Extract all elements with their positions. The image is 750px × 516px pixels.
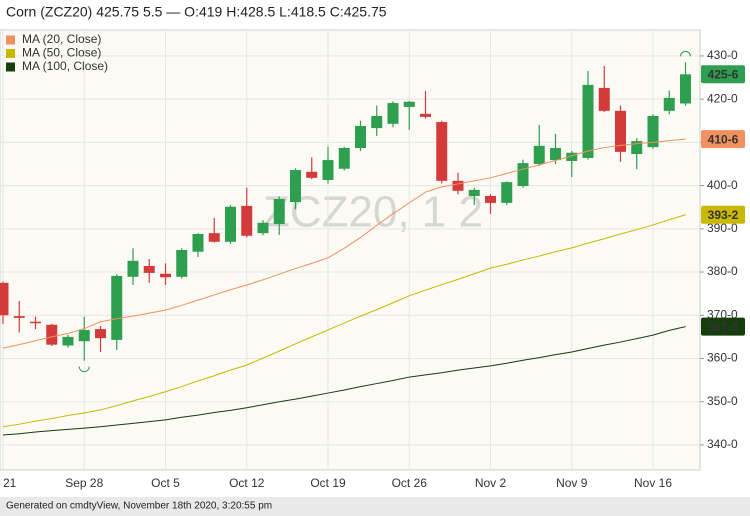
x-tick-label: Oct 26 (392, 476, 428, 490)
x-tick-label: Nov 2 (475, 476, 507, 490)
x-tick-label: Nov 16 (634, 476, 672, 490)
candle-body (517, 163, 529, 187)
y-tick-label: 430-0 (707, 48, 738, 62)
candle-body (46, 324, 58, 345)
candle-body (338, 147, 350, 169)
candle-body (241, 205, 253, 236)
candle-body (598, 87, 610, 111)
x-tick-label: Sep 28 (65, 476, 103, 490)
candle-body (533, 145, 545, 164)
candle-body (387, 103, 399, 124)
candle-body (0, 282, 9, 316)
candle-body (160, 273, 171, 278)
legend-label: MA (50, Close) (22, 46, 101, 60)
candle-body (13, 316, 25, 318)
candle-body (631, 141, 643, 155)
candle-body (550, 147, 561, 161)
x-tick-label: Nov 9 (556, 476, 588, 490)
last-value-tag (701, 205, 745, 224)
candle-body (127, 260, 139, 277)
candle-body (273, 198, 285, 225)
candle-body (225, 206, 236, 242)
candle-body (322, 160, 334, 180)
plot-area (0, 29, 701, 471)
y-tick-label: 380-0 (707, 264, 738, 278)
candle-body (420, 113, 431, 117)
footer: Generated on cmdtyView, November 18th 20… (6, 501, 272, 512)
candle-body (566, 152, 578, 161)
x-tick-label: 21 (3, 476, 17, 490)
marks (0, 62, 691, 436)
y-tick-label: 350-0 (707, 394, 738, 408)
legend-swatch (6, 35, 15, 45)
candle-body (663, 97, 675, 111)
candle-body (680, 74, 691, 104)
candle-body (290, 170, 301, 203)
candle-body (501, 182, 513, 203)
candle-body (143, 265, 155, 273)
y-tick-label: 400-0 (707, 178, 738, 192)
candle-body (468, 189, 480, 196)
candle-body (78, 329, 90, 342)
high-marker (680, 50, 691, 57)
candle-body (62, 336, 74, 346)
low-marker (78, 366, 90, 373)
y-tick-label: 390-0 (707, 221, 738, 235)
x-tick-label: Oct 19 (310, 476, 346, 490)
legend-swatch (6, 62, 15, 72)
overlay: MA (20, Close)MA (50, Close)MA (100, Clo… (6, 32, 745, 373)
ma-line (2, 138, 686, 349)
candle-body (485, 195, 496, 203)
last-value-label: 393-2 (708, 208, 739, 222)
x-tick-label: Oct 5 (151, 476, 180, 490)
chart-title: Corn (ZCZ20) 425.75 5.5 — O:419 H:428.5 … (6, 4, 387, 20)
last-value-tag (701, 65, 745, 84)
candle-body (192, 234, 204, 252)
last-value-label: 410-6 (708, 132, 739, 146)
ma-line (2, 326, 686, 436)
x-tick-label: Oct 12 (229, 476, 265, 490)
y-tick-label: 340-0 (707, 437, 738, 451)
candle-body (355, 125, 366, 148)
candle-body (95, 329, 106, 339)
ma-line (2, 214, 686, 428)
candle-body (371, 116, 383, 129)
y-tick-label: 360-0 (707, 351, 738, 365)
candle-body (306, 171, 318, 178)
candle-body (30, 321, 41, 324)
legend-label: MA (20, Close) (22, 32, 101, 46)
y-tick-label: 420-0 (707, 91, 738, 105)
last-value-label: 425-6 (708, 67, 739, 81)
last-value-label: 367-3 (708, 320, 739, 334)
last-value-tag (701, 317, 745, 336)
legend-label: MA (100, Close) (22, 59, 108, 73)
candle-body (403, 101, 415, 107)
legend-swatch (6, 49, 15, 58)
candle-body (582, 84, 594, 158)
candle-body (647, 116, 659, 148)
footer-bar (0, 497, 750, 516)
candle-body (452, 180, 464, 191)
last-value-tag (701, 130, 745, 149)
candle-body (208, 233, 220, 242)
candle-body (176, 250, 188, 277)
candle-body (436, 122, 448, 181)
candle-body (257, 222, 269, 234)
candle-body (615, 110, 626, 152)
candle-body (111, 275, 123, 340)
